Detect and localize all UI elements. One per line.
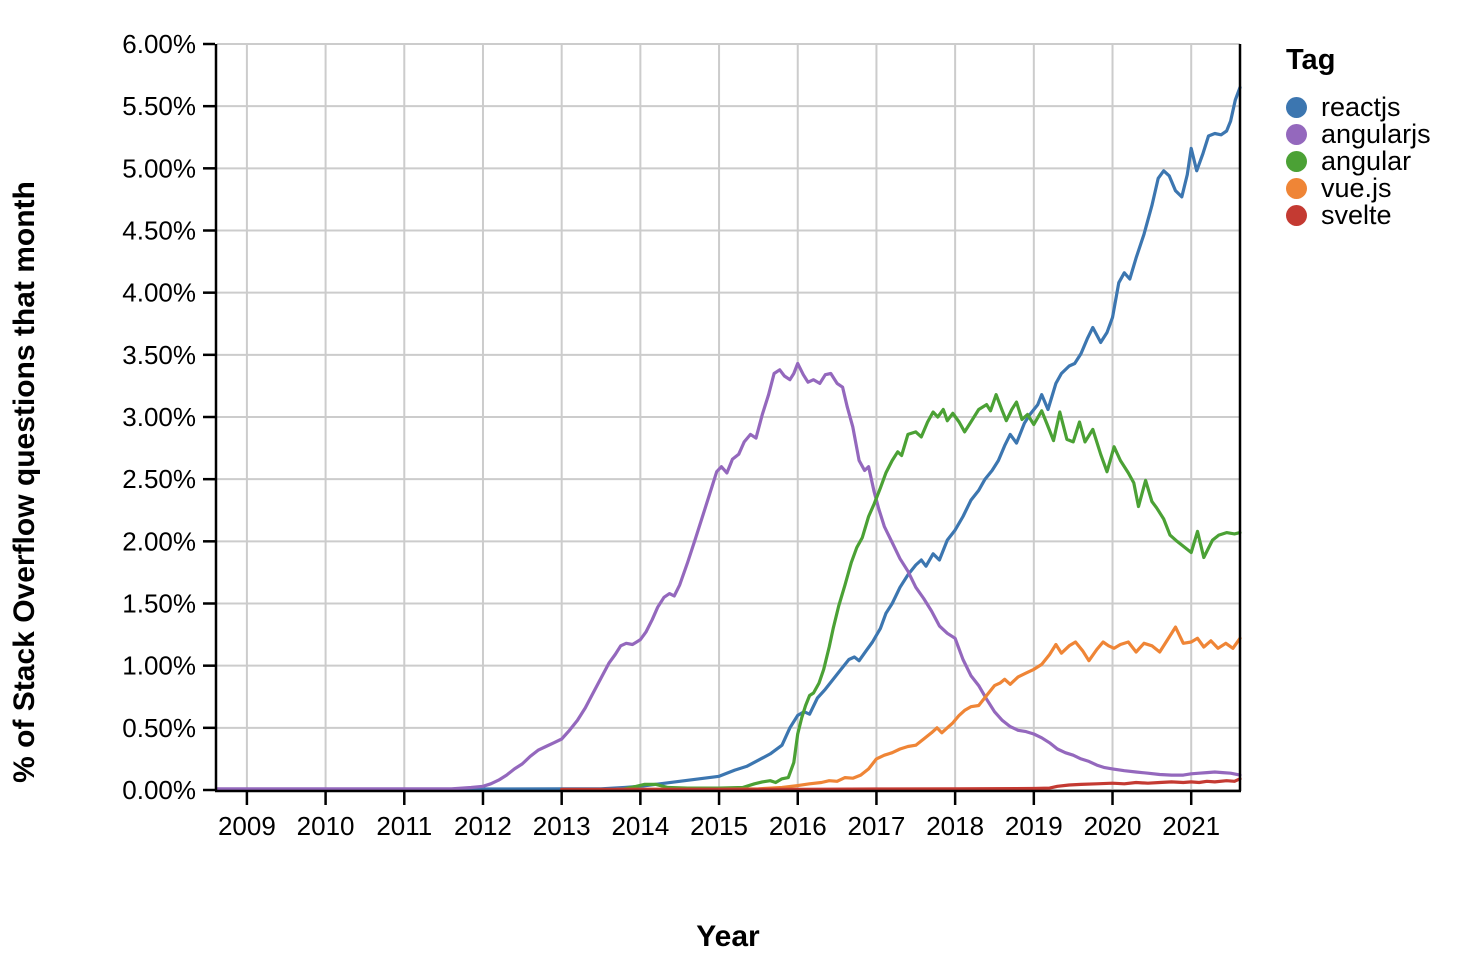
x-tick-label: 2014 (611, 811, 669, 841)
series-line-svelte (560, 777, 1242, 792)
legend-swatch-icon (1286, 205, 1307, 226)
x-tick-label: 2011 (376, 811, 432, 841)
y-tick-label: 4.50% (122, 216, 196, 246)
legend-item-label: reactjs (1321, 92, 1401, 122)
y-tick-label: 2.50% (122, 464, 196, 494)
y-tick-label: 2.00% (122, 526, 196, 556)
x-tick-label: 2021 (1162, 811, 1220, 841)
y-tick-label: 0.50% (122, 713, 196, 743)
y-tick-label: 6.00% (122, 29, 196, 59)
legend-item-svelte: svelte (1286, 200, 1431, 230)
legend-item-label: vue.js (1321, 173, 1392, 203)
x-axis-title: Year (696, 920, 760, 953)
y-tick-label: 4.00% (122, 278, 196, 308)
y-axis-title: % of Stack Overflow questions that month (8, 181, 41, 783)
x-tick-label: 2018 (926, 811, 984, 841)
series-lines (215, 85, 1242, 792)
y-tick-label: 1.50% (122, 589, 196, 619)
legend: Tag reactjs angularjs angular vue.js svelte (1286, 44, 1431, 230)
legend-item-label: angular (1321, 146, 1412, 176)
legend-item-angularjs: angularjs (1286, 119, 1431, 149)
legend-swatch-icon (1286, 97, 1307, 118)
x-tick-label: 2016 (769, 811, 827, 841)
legend-item-angular: angular (1286, 146, 1431, 176)
y-tick-label: 5.00% (122, 153, 196, 183)
x-tick-label: 2015 (690, 811, 748, 841)
series-line-angular (622, 393, 1242, 791)
axes: 0.00% 0.50% 1.00% 1.50% 2.00% 2.50% 3.00% 3.50%… (122, 29, 1242, 841)
series-line-reactjs (402, 85, 1242, 792)
y-tick-label: 3.00% (122, 402, 196, 432)
legend-item-reactjs: reactjs (1286, 92, 1431, 122)
x-tick-label: 2019 (1005, 811, 1063, 841)
x-tick-label: 2017 (848, 811, 906, 841)
x-tick-label: 2010 (297, 811, 355, 841)
legend-item-vue.js: vue.js (1286, 173, 1431, 203)
x-tick-label: 2013 (533, 811, 591, 841)
y-tick-label: 1.00% (122, 651, 196, 681)
series-line-vue.js (615, 625, 1242, 792)
gridlines (217, 43, 1240, 791)
chart-layers: 0.00% 0.50% 1.00% 1.50% 2.00% 2.50% 3.00% 3.50%… (122, 29, 1242, 841)
legend-swatch-icon (1286, 151, 1307, 172)
legend-title: Tag (1286, 44, 1336, 76)
x-tick-label: 2009 (218, 811, 276, 841)
y-tick-label: 3.50% (122, 340, 196, 370)
series-line-angularjs (215, 361, 1242, 791)
x-tick-label: 2012 (454, 811, 512, 841)
legend-items: reactjs angularjs angular vue.js svelte (1286, 92, 1431, 230)
legend-swatch-icon (1286, 178, 1307, 199)
y-tick-label: 0.00% (122, 775, 196, 805)
legend-item-label: angularjs (1321, 119, 1431, 149)
legend-swatch-icon (1286, 124, 1307, 145)
x-tick-label: 2020 (1084, 811, 1142, 841)
legend-item-label: svelte (1321, 200, 1392, 230)
y-tick-label: 5.50% (122, 91, 196, 121)
